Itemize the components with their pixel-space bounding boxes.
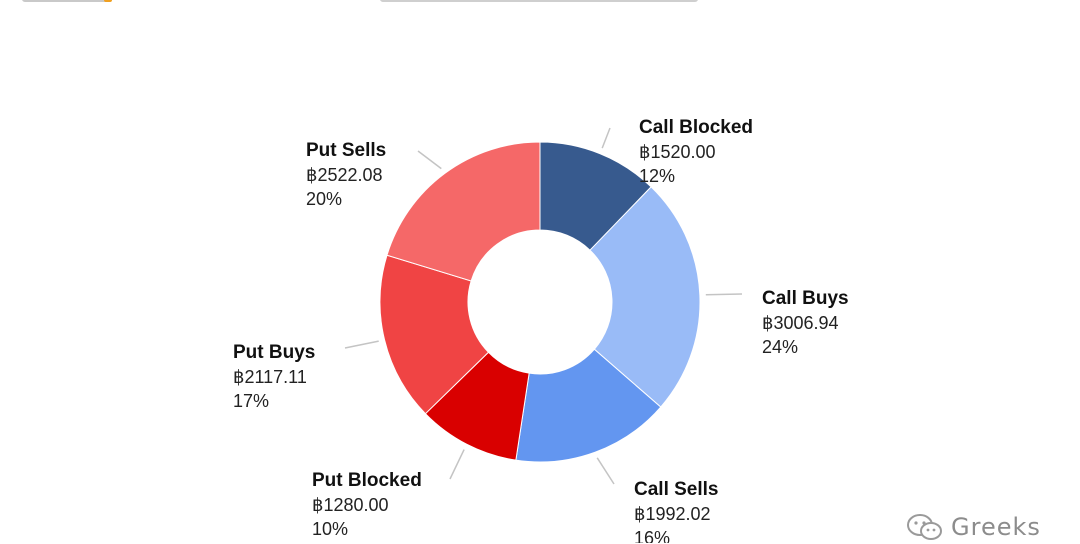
leader-line-put-blocked (449, 449, 465, 480)
leader-lines-group (344, 127, 743, 485)
top-header-cropped (0, 0, 1080, 6)
label-value-put-blocked: ฿1280.00 (312, 495, 389, 515)
slice-put-buys (379, 254, 490, 415)
watermark: Greeks (905, 510, 1041, 544)
label-percent-call-blocked: 12% (639, 166, 675, 186)
logo (22, 0, 112, 2)
label-name-call-blocked: Call Blocked (639, 117, 753, 138)
label-name-put-buys: Put Buys (233, 342, 315, 363)
label-name-call-sells: Call Sells (634, 479, 719, 500)
label-value-put-sells: ฿2522.08 (306, 165, 383, 185)
label-name-call-buys: Call Buys (762, 288, 849, 309)
leader-line-call-blocked (601, 127, 611, 149)
wechat-icon (907, 514, 942, 540)
slice-call-buys (589, 186, 701, 408)
leader-line-call-buys (705, 293, 743, 296)
label-value-call-blocked: ฿1520.00 (639, 142, 716, 162)
logo-accent (104, 0, 112, 2)
label-percent-call-sells: 16% (634, 528, 670, 543)
slice-put-sells (386, 141, 541, 282)
label-percent-put-sells: 20% (306, 189, 342, 209)
leader-line-call-sells (596, 457, 615, 485)
label-name-put-sells: Put Sells (306, 140, 386, 161)
leader-line-put-sells (417, 150, 442, 170)
label-value-put-buys: ฿2117.11 (233, 367, 307, 387)
label-percent-put-buys: 17% (233, 391, 269, 411)
page-heading-cropped (380, 0, 698, 2)
label-name-put-blocked: Put Blocked (312, 470, 422, 491)
labels-group: Call Blocked ฿1520.00 12% Call Buys ฿3006.94… (233, 117, 849, 543)
label-value-call-sells: ฿1992.02 (634, 504, 711, 524)
label-value-call-buys: ฿3006.94 (762, 313, 839, 333)
watermark-text: Greeks (951, 513, 1041, 541)
leader-line-put-buys (344, 340, 379, 349)
label-percent-put-blocked: 10% (312, 519, 348, 539)
slice-call-sells (515, 348, 662, 463)
label-percent-call-buys: 24% (762, 337, 798, 357)
slices-group (379, 141, 701, 463)
